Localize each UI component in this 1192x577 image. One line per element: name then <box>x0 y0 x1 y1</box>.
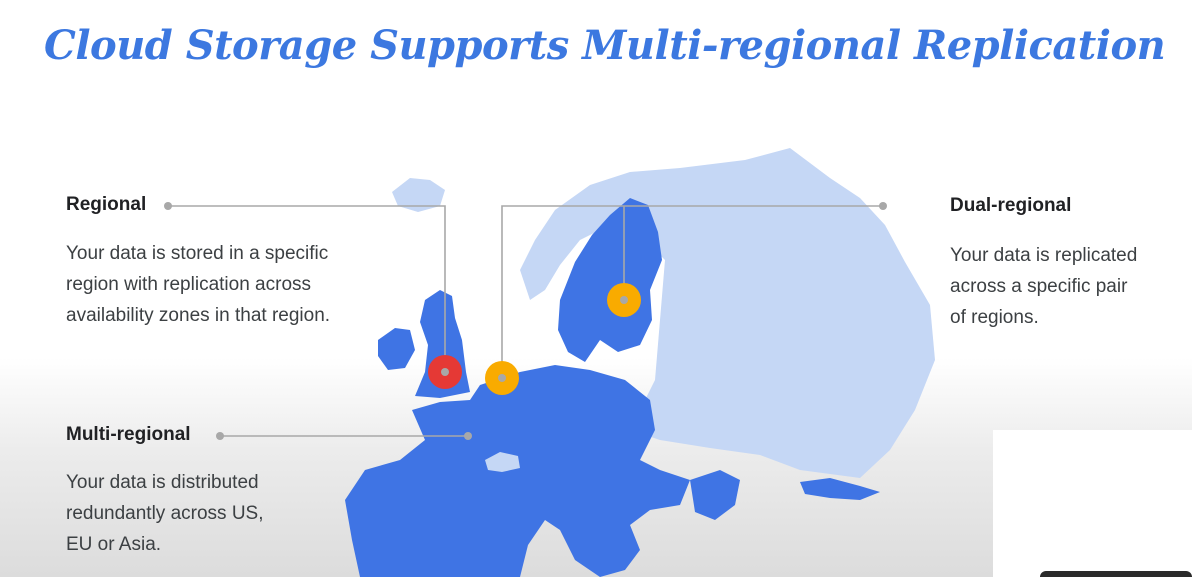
cyprus-shape <box>800 478 880 500</box>
switzerland-shape <box>485 452 520 472</box>
connector-endpoints <box>164 202 887 440</box>
regional-connector <box>168 205 446 372</box>
dual-regional-heading: Dual-regional <box>950 195 1072 216</box>
dual-marker-west <box>485 361 519 395</box>
connector-lines <box>168 205 883 437</box>
webcam-edge <box>1040 571 1192 577</box>
regional-description: Your data is stored in a specific region… <box>66 238 330 331</box>
greece-shape <box>690 470 740 520</box>
regional-desc-line: availability zones in that region. <box>66 305 331 326</box>
non-eu-region <box>520 148 935 478</box>
webcam-overlay <box>993 430 1192 577</box>
dual-regional-desc-line: across a specific pair <box>950 276 1128 297</box>
multi-connector-dot <box>216 432 224 440</box>
dual-regional-description: Your data is replicated across a specifi… <box>950 240 1137 333</box>
nordic-eu-shape <box>558 198 662 362</box>
dual-regional-desc-line: of regions. <box>950 307 1039 328</box>
dual-connector <box>501 205 883 378</box>
multi-regional-desc-line: EU or Asia. <box>66 534 162 555</box>
regional-marker <box>428 355 462 389</box>
regional-desc-line: Your data is stored in a specific <box>66 243 329 264</box>
multi-regional-desc-line: Your data is distributed <box>66 472 259 493</box>
regional-desc-line: region with replication across <box>66 274 312 295</box>
multi-connector-end-dot <box>464 432 472 440</box>
dual-marker-east <box>607 283 641 317</box>
iceland-shape <box>392 178 445 212</box>
multi-regional-description: Your data is distributed redundantly acr… <box>66 467 264 560</box>
multi-regional-heading: Multi-regional <box>66 424 191 445</box>
regional-connector-dot <box>164 202 172 210</box>
continental-eu-shape <box>345 365 690 577</box>
slide-title: Cloud Storage Supports Multi-regional Re… <box>44 22 1166 69</box>
multi-regional-desc-line: redundantly across US, <box>66 503 264 524</box>
dual-connector-dot <box>879 202 887 210</box>
regional-heading: Regional <box>66 194 147 215</box>
ireland-shape <box>378 328 415 370</box>
dual-regional-desc-line: Your data is replicated <box>950 245 1138 266</box>
